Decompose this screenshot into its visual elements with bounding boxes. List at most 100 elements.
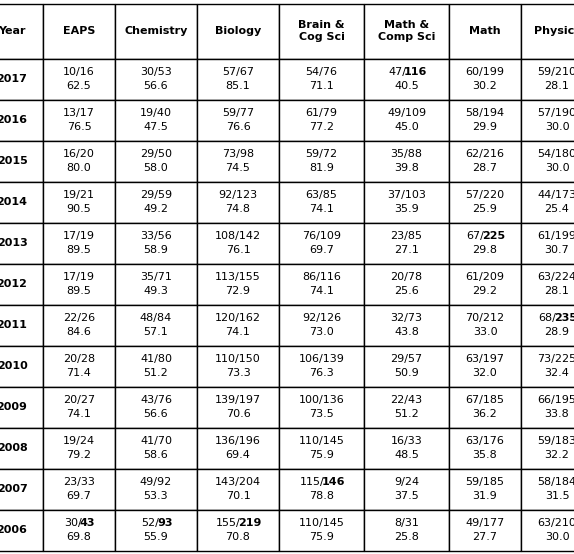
Text: 43: 43 [80,518,95,528]
Text: 81.9: 81.9 [309,163,334,173]
Text: 22/43: 22/43 [390,395,422,405]
Bar [43,182,115,223]
Text: 2007: 2007 [0,484,28,494]
Bar [197,387,279,428]
Bar [0,59,43,100]
Bar [0,100,43,141]
Text: 29.9: 29.9 [472,122,498,132]
Text: 74.1: 74.1 [309,286,334,296]
Text: 63/210: 63/210 [538,518,574,528]
Bar [449,346,521,387]
Text: 36.2: 36.2 [472,409,498,419]
Text: 9/24: 9/24 [394,477,419,487]
Bar [43,264,115,305]
Bar [43,469,115,510]
Text: 110/145: 110/145 [298,518,344,528]
Text: 73/225: 73/225 [537,354,574,364]
Text: 79.2: 79.2 [67,450,91,460]
Text: 143/204: 143/204 [215,477,261,487]
Text: 20/27: 20/27 [63,395,95,405]
Text: 59/185: 59/185 [466,477,505,487]
Bar [0,387,43,428]
Text: 2008: 2008 [0,443,28,453]
Text: 63/197: 63/197 [466,354,505,364]
Bar [449,141,521,182]
Text: 29/57: 29/57 [390,354,422,364]
Text: 27.7: 27.7 [472,532,498,542]
Text: 73.5: 73.5 [309,409,334,419]
Text: 25.6: 25.6 [394,286,419,296]
Text: 113/155: 113/155 [215,272,261,282]
Text: 136/196: 136/196 [215,436,261,446]
Text: 2012: 2012 [0,279,28,289]
Bar [197,264,279,305]
Text: 59/72: 59/72 [305,149,338,159]
Text: 28.1: 28.1 [545,81,569,91]
Text: 120/162: 120/162 [215,313,261,323]
Text: Brain &
Cog Sci: Brain & Cog Sci [298,20,345,42]
Text: 49/92: 49/92 [140,477,172,487]
Text: 93: 93 [157,518,172,528]
Text: 39.8: 39.8 [394,163,419,173]
Bar [0,3,43,59]
Text: 49/109: 49/109 [387,108,426,118]
Text: 28.7: 28.7 [472,163,498,173]
Bar [43,100,115,141]
Bar [364,223,449,264]
Bar [43,305,115,346]
Text: 58.9: 58.9 [144,245,168,255]
Text: 19/40: 19/40 [140,108,172,118]
Text: 62/216: 62/216 [466,149,505,159]
Bar [521,100,574,141]
Text: 74.1: 74.1 [226,327,250,337]
Text: 2011: 2011 [0,320,28,330]
Bar [43,510,115,551]
Bar [364,59,449,100]
Bar [115,510,197,551]
Text: 146: 146 [321,477,345,487]
Text: 108/142: 108/142 [215,231,261,241]
Bar [521,428,574,469]
Bar [364,346,449,387]
Bar [279,3,364,59]
Text: 76.5: 76.5 [67,122,91,132]
Bar [197,3,279,59]
Text: 89.5: 89.5 [67,286,91,296]
Bar [449,3,521,59]
Bar [43,428,115,469]
Text: 13/17: 13/17 [63,108,95,118]
Text: 31.9: 31.9 [472,491,498,501]
Bar [279,387,364,428]
Text: 35/71: 35/71 [140,272,172,282]
Text: 30/53: 30/53 [140,67,172,77]
Bar [0,141,43,182]
Text: 75.9: 75.9 [309,450,334,460]
Bar [521,305,574,346]
Text: 43/76: 43/76 [140,395,172,405]
Text: 70.1: 70.1 [226,491,250,501]
Bar [279,428,364,469]
Text: 50.9: 50.9 [394,368,419,378]
Bar [279,510,364,551]
Text: 115/: 115/ [300,477,324,487]
Text: 59/183: 59/183 [537,436,574,446]
Text: 33.0: 33.0 [472,327,497,337]
Text: 63/224: 63/224 [537,272,574,282]
Text: 74.8: 74.8 [226,204,250,214]
Bar [449,59,521,100]
Text: 139/197: 139/197 [215,395,261,405]
Bar [449,305,521,346]
Text: 63/176: 63/176 [466,436,505,446]
Text: 66/195: 66/195 [538,395,574,405]
Bar [43,346,115,387]
Text: 58/184: 58/184 [537,477,574,487]
Text: 116: 116 [404,67,427,77]
Text: 92/123: 92/123 [219,190,258,200]
Text: 57/190: 57/190 [537,108,574,118]
Text: 76/109: 76/109 [302,231,341,241]
Bar [197,223,279,264]
Text: 78.8: 78.8 [309,491,334,501]
Text: Year: Year [0,26,26,36]
Text: 61/199: 61/199 [537,231,574,241]
Bar [364,469,449,510]
